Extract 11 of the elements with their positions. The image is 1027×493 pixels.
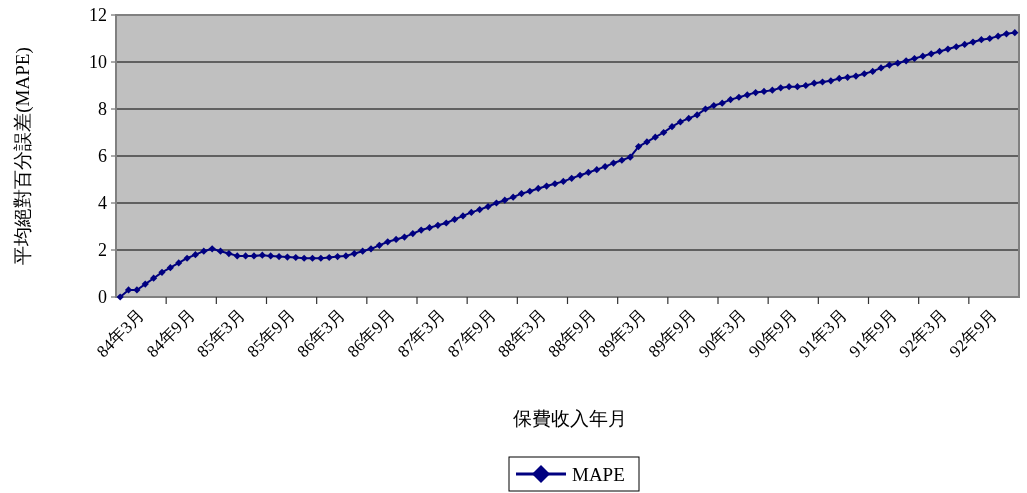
- x-axis-title: 保費收入年月: [513, 408, 627, 429]
- y-tick-label: 2: [98, 240, 107, 260]
- y-tick-label: 6: [98, 146, 107, 166]
- y-axis-title: 平均絕對百分誤差(MAPE): [12, 47, 34, 265]
- y-tick-label: 12: [89, 5, 107, 25]
- y-tick-label: 8: [98, 99, 107, 119]
- legend-label: MAPE: [572, 464, 625, 485]
- y-tick-label: 0: [98, 287, 107, 307]
- legend: MAPE: [508, 456, 640, 492]
- y-tick-label: 10: [89, 52, 107, 72]
- y-tick-label: 4: [98, 193, 107, 213]
